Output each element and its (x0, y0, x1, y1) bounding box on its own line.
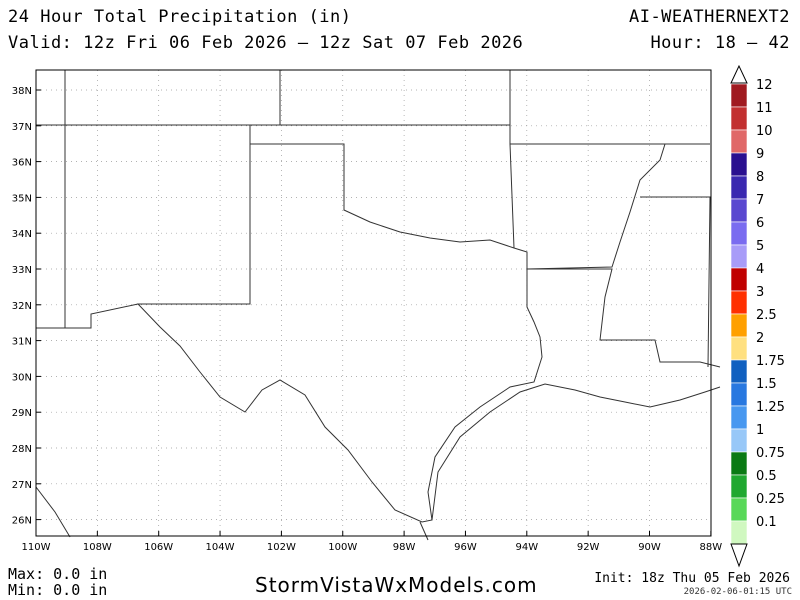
lon-label: 102W (267, 542, 296, 553)
graticule (35, 70, 712, 536)
legend-swatch (730, 336, 748, 361)
valid-period: Valid: 12z Fri 06 Feb 2026 — 12z Sat 07 … (8, 33, 524, 53)
lon-label: 88W (700, 542, 722, 553)
nm-border (36, 70, 281, 329)
gulf-coast (431, 383, 721, 521)
model-name: AI-WEATHERNEXT2 (628, 7, 790, 27)
legend-label: 12 (756, 78, 773, 93)
precipitation-map: 38N37N36N35N34N33N32N31N30N29N28N27N26N … (12, 69, 722, 553)
legend-label: 1.75 (756, 354, 785, 369)
lon-label: 92W (577, 542, 600, 553)
lat-label: 33N (12, 265, 32, 276)
lat-label: 34N (12, 229, 32, 240)
legend-swatch (730, 152, 748, 177)
legend-label: 1.25 (756, 400, 785, 415)
longitude-labels: 110W 108W 106W 104W 102W 100W 98W 96W 94W 92W 90W 8… (22, 542, 722, 553)
legend-swatch (730, 175, 748, 200)
lat-label: 35N (12, 193, 32, 204)
legend-swatch (730, 290, 748, 315)
texas-border (136, 143, 543, 523)
louisiana-border (527, 268, 721, 368)
legend-label: 0.1 (756, 515, 777, 530)
legend-top-arrow (730, 64, 748, 84)
legend-swatch (730, 221, 748, 246)
lon-label: 104W (206, 542, 235, 553)
lon-label: 106W (144, 542, 173, 553)
map-frame (35, 69, 712, 537)
legend-label: 7 (756, 193, 764, 208)
lat-label: 30N (12, 372, 32, 383)
legend-label: 2 (756, 331, 764, 346)
legend-swatch (730, 106, 748, 131)
lat-label: 29N (12, 408, 32, 419)
map-title: 24 Hour Total Precipitation (in) (8, 7, 352, 27)
lon-label: 108W (83, 542, 112, 553)
lat-label: 36N (12, 158, 32, 169)
lon-label: 110W (22, 542, 51, 553)
legend-label: 0.5 (756, 469, 777, 484)
lat-label: 26N (12, 516, 32, 527)
legend-swatch (730, 267, 748, 292)
legend-label: 2.5 (756, 308, 777, 323)
legend-label: 1 (756, 423, 764, 438)
legend-swatch (730, 428, 748, 453)
color-legend: 12 11 10 9 8 7 6 5 4 3 2.5 2 1.75 1.5 1.25 1 0.75 0.5 0.25… (730, 64, 785, 568)
lon-label: 96W (454, 542, 477, 553)
legend-swatch (730, 497, 748, 522)
legend-swatch (730, 129, 748, 154)
lat-label: 31N (12, 337, 32, 348)
timestamp: 2026-02-06-01:15 UTC (683, 587, 792, 597)
init-time: Init: 18z Thu 05 Feb 2026 (594, 571, 790, 586)
lat-label: 37N (12, 122, 32, 133)
legend-swatch (730, 313, 748, 338)
lon-label: 94W (515, 542, 538, 553)
legend-bottom-arrow (730, 543, 748, 568)
min-value: Min: 0.0 in (8, 581, 108, 599)
legend-swatch (730, 83, 748, 108)
lon-label: 98W (393, 542, 416, 553)
legend-swatch (730, 198, 748, 223)
legend-label: 3 (756, 285, 764, 300)
legend-label: 1.5 (756, 377, 777, 392)
lon-label: 100W (328, 542, 357, 553)
legend-label: 0.75 (756, 446, 785, 461)
latitude-labels: 38N 37N 36N 35N 34N 33N 32N 31N 30N 29N 28N 27N 26N (12, 86, 32, 527)
forecast-hours: Hour: 18 — 42 (650, 33, 790, 53)
legend-swatch (730, 382, 748, 407)
missouri-line (509, 70, 710, 145)
arkansas-border (510, 143, 666, 270)
legend-label: 6 (756, 216, 764, 231)
legend-label: 8 (756, 170, 764, 185)
legend-swatch (730, 474, 748, 499)
lat-label: 38N (12, 86, 32, 97)
legend-label: 0.25 (756, 492, 785, 507)
mississippi-border (640, 196, 711, 368)
lat-label: 28N (12, 444, 32, 455)
legend-swatch (730, 520, 748, 545)
legend-swatch (730, 451, 748, 476)
oklahoma-border (249, 124, 515, 249)
legend-swatch (730, 244, 748, 269)
legend-label: 11 (756, 101, 773, 116)
legend-label: 9 (756, 147, 764, 162)
max-value: Max: 0.0 in (8, 565, 108, 583)
site-credit: StormVistaWxModels.com (255, 573, 538, 597)
lat-label: 27N (12, 480, 32, 491)
legend-label: 10 (756, 124, 773, 139)
legend-label: 5 (756, 239, 764, 254)
lat-label: 32N (12, 301, 32, 312)
mexico-coast (35, 486, 429, 541)
state-borders (35, 70, 721, 541)
legend-label: 4 (756, 262, 764, 277)
lon-label: 90W (638, 542, 661, 553)
legend-swatch (730, 405, 748, 430)
legend-swatch (730, 359, 748, 384)
